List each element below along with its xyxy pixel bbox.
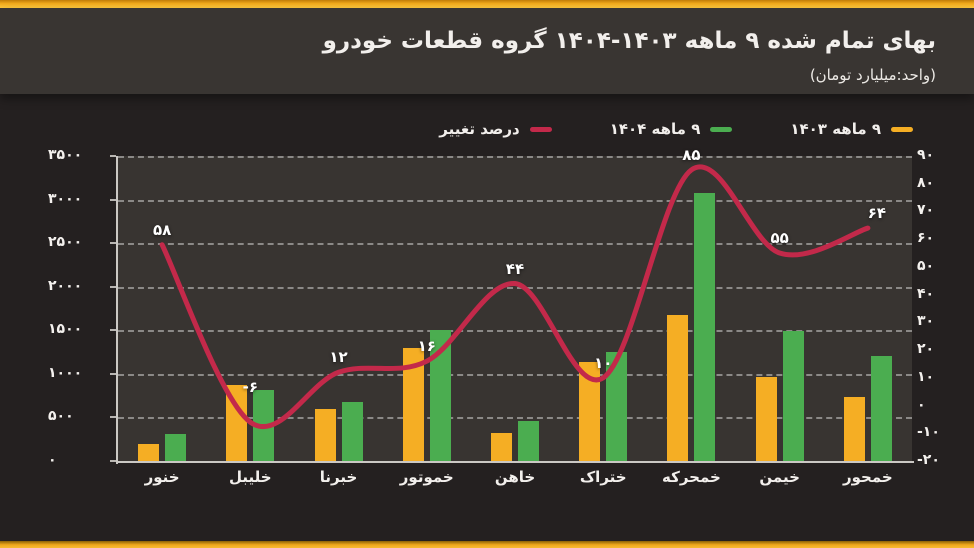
legend-marker-icon — [529, 126, 552, 132]
x-axis-label-خمحور: خمحور — [843, 468, 893, 486]
left-axis-tick-mark — [110, 329, 116, 332]
left-axis-tick-mark — [110, 372, 116, 375]
right-axis-tick-label: ۳۰ — [917, 313, 935, 330]
gridline — [118, 199, 912, 202]
left-axis-tick-mark — [110, 416, 116, 419]
change-value-label-خمحرکه: ۸۵ — [682, 145, 701, 164]
bar-1404-خلیبل — [253, 389, 275, 461]
bar-1403-خلیبل — [226, 385, 248, 461]
left-axis-tick-label: ۳۵۰۰ — [48, 147, 83, 163]
change-value-label-خموتور: ۱۶ — [417, 337, 436, 356]
x-axis-label-خیمن: خیمن — [759, 468, 800, 486]
bar-1403-خاهن — [491, 433, 512, 461]
legend-marker-icon — [891, 126, 913, 132]
x-axis-label-خنور: خنور — [144, 468, 180, 486]
bar-1404-خمحور — [870, 356, 892, 461]
bar-1404-خیمن — [782, 331, 804, 461]
legend-marker-icon — [710, 126, 733, 132]
change-value-label-خیمن: ۵۵ — [770, 229, 789, 248]
right-axis-tick-label: ۲۰ — [917, 341, 935, 358]
legend-item-1: ۹ ماهه ۱۴۰۴ — [610, 120, 733, 138]
gridline — [118, 156, 912, 158]
left-axis-tick-label: ۱۰۰۰ — [48, 364, 83, 381]
header: بهای تمام شده ۹ ماهه ۱۴۰۳-۱۴۰۴ گروه قطعا… — [0, 8, 974, 94]
right-axis-tick-label: -۲۰ — [917, 452, 940, 468]
change-value-label-خبرنا: ۱۲ — [329, 348, 348, 367]
bar-1403-خمحور — [843, 396, 865, 461]
right-axis-tick-label: ۸۰ — [917, 174, 935, 191]
right-axis-tick-label: ۷۰ — [917, 202, 935, 219]
chart-title: بهای تمام شده ۹ ماهه ۱۴۰۳-۱۴۰۴ گروه قطعا… — [322, 28, 936, 54]
bottom-accent-strip — [0, 541, 974, 548]
left-axis-line — [116, 156, 118, 464]
legend-label: ۹ ماهه ۱۴۰۴ — [609, 120, 701, 138]
left-axis-tick-mark — [110, 285, 116, 288]
legend: ۹ ماهه ۱۴۰۳ ۹ ماهه ۱۴۰۴ درصد تغییر — [0, 114, 974, 144]
bar-1404-خبرنا — [341, 402, 363, 461]
legend-label: ۹ ماهه ۱۴۰۳ — [790, 120, 881, 138]
legend-label: درصد تغییر — [439, 120, 520, 138]
left-axis-tick-mark — [110, 460, 116, 462]
bar-1404-خاهن — [518, 420, 539, 461]
change-value-label-خلیبل: -۶ — [242, 378, 259, 397]
chart-unit-subtitle: (واحد:میلیارد تومان) — [809, 66, 936, 84]
bar-1403-خبرنا — [314, 408, 336, 461]
right-axis-tick-label: ۰ — [917, 396, 926, 413]
change-value-label-خاهن: ۴۴ — [505, 259, 525, 278]
x-axis-label-خمحرکه: خمحرکه — [662, 468, 721, 486]
change-value-label-ختراک: ۱۰ — [594, 353, 613, 372]
left-axis-tick-label: ۳۰۰۰ — [48, 190, 83, 207]
right-axis-tick-label: ۴۰ — [917, 285, 935, 302]
left-axis-tick-label: ۲۰۰۰ — [48, 277, 83, 294]
legend-item-0: ۹ ماهه ۱۴۰۳ — [790, 120, 913, 138]
x-axis-label-خموتور: خموتور — [399, 468, 454, 486]
left-axis-tick-label: ۵۰۰ — [48, 408, 74, 425]
bar-1403-خنور — [138, 444, 160, 461]
bar-1404-خنور — [165, 434, 187, 461]
bar-1403-خیمن — [755, 377, 777, 461]
bar-1404-خمحرکه — [694, 193, 716, 461]
right-axis-tick-label: ۱۰ — [917, 368, 935, 385]
x-axis-label-خبرنا: خبرنا — [319, 468, 358, 486]
right-axis-tick-label: -۱۰ — [917, 424, 940, 441]
bar-1403-خموتور — [402, 347, 424, 461]
left-axis-tick-mark — [110, 155, 116, 157]
right-axis-tick-label: ۵۰ — [917, 257, 935, 274]
left-axis-tick-mark — [110, 242, 116, 245]
right-axis-tick-label: ۹۰ — [917, 147, 935, 163]
left-axis-tick-mark — [110, 198, 116, 201]
bottom-axis-line — [116, 461, 914, 463]
left-axis-tick-label: ۰ — [48, 452, 57, 468]
gridline — [118, 286, 912, 289]
legend-item-2: درصد تغییر — [439, 120, 552, 138]
bar-1403-خمحرکه — [667, 315, 689, 461]
x-axis-label-خلیبل: خلیبل — [229, 468, 272, 486]
change-value-label-خنور: ۵۸ — [152, 220, 172, 239]
x-axis-label-ختراک: ختراک — [579, 468, 627, 486]
x-axis-label-خاهن: خاهن — [494, 468, 536, 486]
bar-1403-ختراک — [579, 361, 601, 461]
left-axis-tick-label: ۲۵۰۰ — [48, 234, 83, 251]
right-axis-tick-label: ۶۰ — [917, 230, 935, 247]
change-value-label-خمحور: ۶۴ — [867, 204, 887, 223]
top-accent-strip — [0, 0, 974, 8]
left-axis-tick-label: ۱۵۰۰ — [48, 321, 83, 338]
